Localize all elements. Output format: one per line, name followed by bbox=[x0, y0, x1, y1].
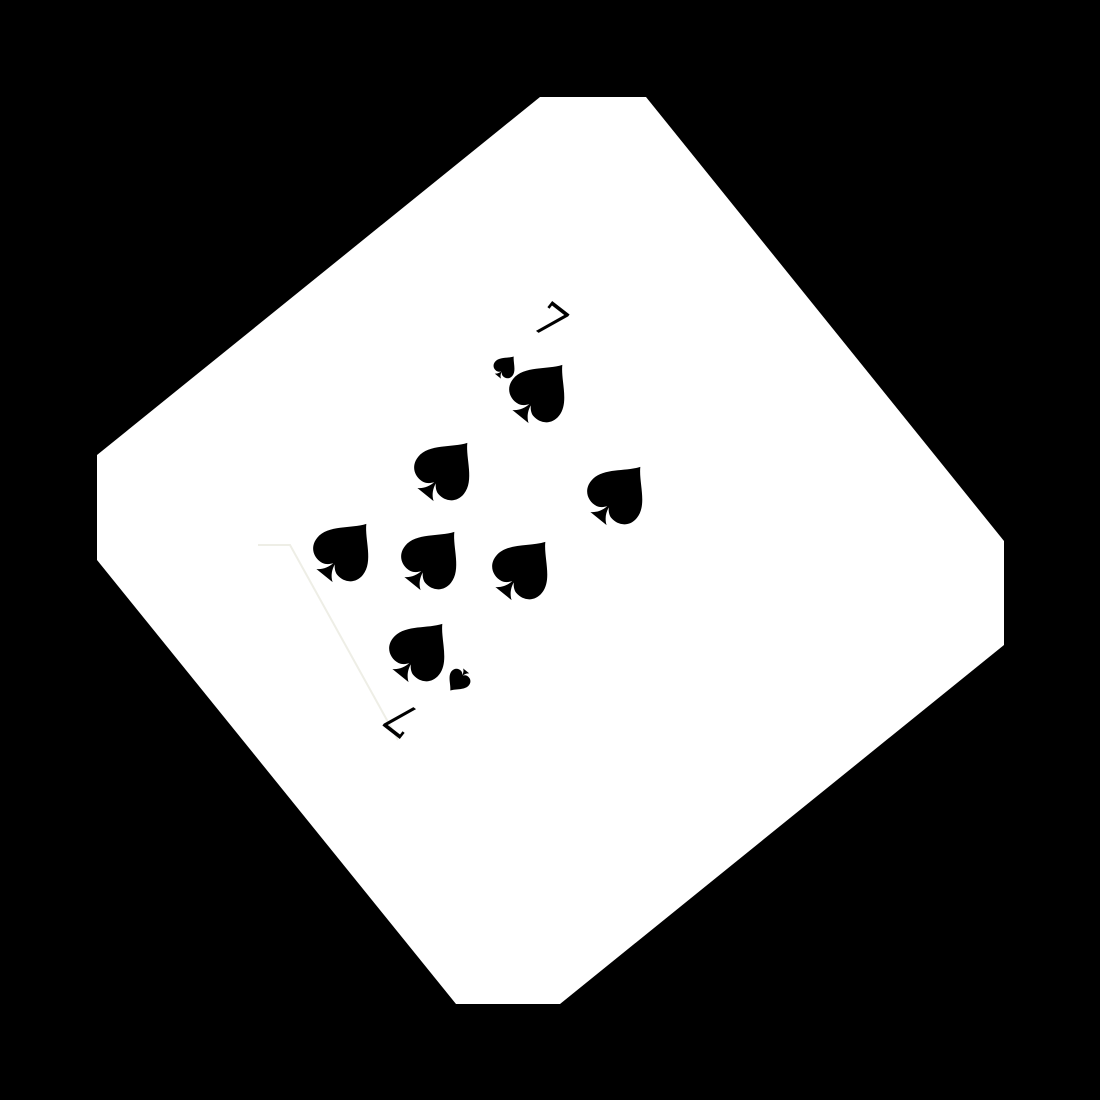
card-face bbox=[97, 97, 1004, 1004]
card-inner-border bbox=[258, 544, 399, 741]
